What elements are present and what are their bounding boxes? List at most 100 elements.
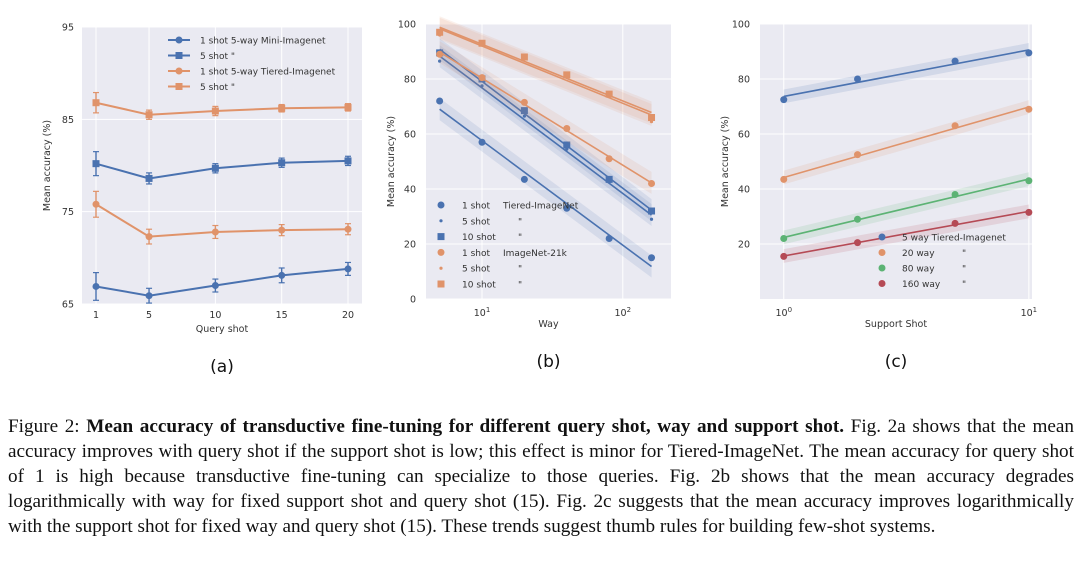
data-point xyxy=(854,239,862,247)
data-point xyxy=(92,200,100,208)
legend-marker xyxy=(175,52,183,59)
data-point xyxy=(951,122,959,130)
legend-note: " xyxy=(962,265,966,275)
legend-label: 5 way Tiered-Imagenet xyxy=(902,234,1006,244)
caption-prefix: Figure 2: xyxy=(8,416,87,437)
legend-note: ImageNet-21k xyxy=(503,249,568,259)
data-point xyxy=(278,271,286,279)
regression-line xyxy=(783,49,1030,98)
legend-label: 5 shot xyxy=(462,265,490,275)
data-point xyxy=(278,104,286,112)
data-point xyxy=(344,103,352,111)
data-point xyxy=(92,160,100,168)
data-point xyxy=(605,155,613,163)
y-tick-label: 60 xyxy=(738,130,750,141)
y-tick-label: 40 xyxy=(404,185,416,196)
x-tick-label: 100 xyxy=(775,306,792,319)
plot-area xyxy=(82,27,362,304)
legend-label: 1 shot 5-way Tiered-Imagenet xyxy=(200,68,336,78)
legend-marker xyxy=(878,264,886,272)
regression-line xyxy=(439,28,652,116)
data-point xyxy=(951,57,959,65)
x-tick-label: 5 xyxy=(146,310,152,321)
legend-label: 5 shot xyxy=(462,217,490,227)
legend-label: 1 shot 5-way Mini-Imagenet xyxy=(200,37,326,47)
legend-marker xyxy=(437,280,445,288)
data-point xyxy=(854,215,862,223)
regression-line xyxy=(783,210,1029,257)
x-axis-label: Way xyxy=(538,319,559,330)
y-tick-label: 80 xyxy=(404,75,416,86)
x-tick-label: 10 xyxy=(209,310,221,321)
data-point xyxy=(520,175,528,183)
data-point xyxy=(563,125,571,132)
legend-label: 160 way xyxy=(902,280,941,290)
legend-note: " xyxy=(518,281,522,291)
plot-area xyxy=(760,24,1032,299)
data-point xyxy=(780,252,788,260)
y-tick-label: 75 xyxy=(62,207,74,218)
data-point xyxy=(211,228,219,236)
regression-line xyxy=(439,48,653,211)
legend-note: " xyxy=(962,249,966,259)
legend: 5 way Tiered-Imagenet 20 way " 80 way " 160 w… xyxy=(878,233,1006,290)
data-point xyxy=(780,235,788,242)
panel-label: (c) xyxy=(885,352,908,372)
y-tick-label: 100 xyxy=(732,20,750,31)
legend-marker xyxy=(175,83,183,90)
legend-label: 10 shot xyxy=(462,233,496,243)
legend-label: 5 shot " xyxy=(200,52,235,62)
x-tick-label: 102 xyxy=(615,306,632,319)
data-point xyxy=(145,174,153,182)
data-point xyxy=(438,59,442,63)
data-point xyxy=(344,265,352,273)
y-tick-label: 80 xyxy=(738,75,750,86)
data-point xyxy=(605,175,613,183)
data-point xyxy=(951,219,959,227)
legend-marker xyxy=(439,266,443,270)
data-point xyxy=(344,225,352,233)
regression-line xyxy=(439,55,653,216)
legend-marker xyxy=(878,249,886,256)
data-point xyxy=(563,71,571,79)
data-point xyxy=(478,74,486,82)
data-point xyxy=(211,164,219,172)
data-point xyxy=(951,191,959,198)
legend-label: 5 shot " xyxy=(200,83,235,93)
y-tick-label: 20 xyxy=(404,240,416,251)
x-axis-label: Query shot xyxy=(196,324,249,335)
y-axis-label: Mean accuracy (%) xyxy=(386,116,397,207)
data-point xyxy=(648,180,656,187)
y-tick-label: 65 xyxy=(62,300,74,311)
regression-line xyxy=(439,26,652,114)
y-tick-label: 0 xyxy=(410,295,416,306)
data-point xyxy=(854,75,862,83)
y-tick-label: 100 xyxy=(398,20,416,31)
legend: 1 shot 5-way Mini-Imagenet 5 shot " 1 shot… xyxy=(168,36,336,93)
data-point xyxy=(780,175,788,183)
data-point xyxy=(436,28,444,36)
legend-label: 80 way xyxy=(902,265,935,275)
x-tick-label: 20 xyxy=(342,310,354,321)
caption-body: Fig. 2a shows that the mean accuracy imp… xyxy=(8,416,1074,537)
data-point xyxy=(278,226,286,234)
legend-note: " xyxy=(518,233,522,243)
figure-caption: Figure 2: Mean accuracy of transductive … xyxy=(8,414,1074,539)
x-tick-label: 101 xyxy=(1021,306,1038,319)
data-point xyxy=(145,233,153,241)
legend-label: 20 way xyxy=(902,249,935,259)
panel-b: 0 20 40 60 80 100 101 102 1 shot Tiered-ImageNet 5… xyxy=(386,16,671,372)
data-point xyxy=(648,114,656,121)
data-point xyxy=(1025,49,1033,57)
data-point xyxy=(92,99,100,107)
x-axis-label: Support Shot xyxy=(865,319,927,330)
data-point xyxy=(649,217,654,221)
data-point xyxy=(605,90,613,98)
regression-line xyxy=(783,106,1030,179)
data-point xyxy=(211,282,219,290)
regression-line xyxy=(439,51,652,184)
data-point xyxy=(478,138,486,146)
data-point xyxy=(211,107,219,115)
